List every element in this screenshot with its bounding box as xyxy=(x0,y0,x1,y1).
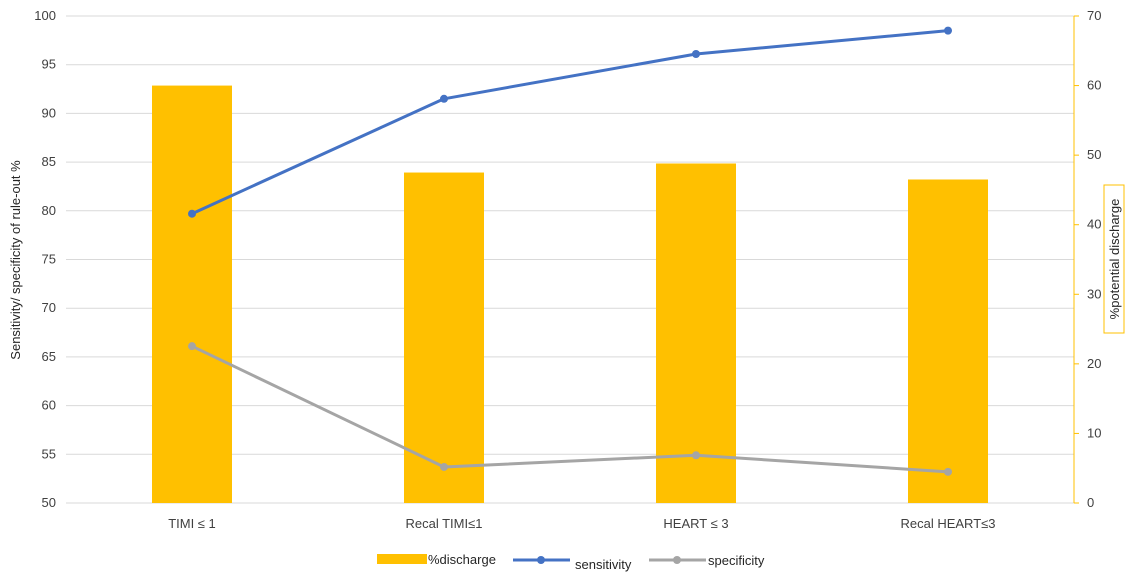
legend-item-discharge: %discharge xyxy=(377,552,496,567)
right-tick-label: 30 xyxy=(1087,286,1101,301)
lines xyxy=(188,26,952,476)
x-axis-ticks: TIMI ≤ 1 Recal TIMI≤1 HEART ≤ 3 Recal HEART… xyxy=(168,516,995,531)
legend-marker-sensitivity xyxy=(537,556,545,564)
left-tick-label: 75 xyxy=(42,252,56,267)
sensitivity-point xyxy=(944,26,952,35)
right-tick-label: 20 xyxy=(1087,356,1101,371)
left-axis-ticks: 50 55 60 65 70 75 80 85 90 95 100 xyxy=(34,8,56,510)
left-tick-label: 80 xyxy=(42,203,56,218)
left-tick-label: 70 xyxy=(42,300,56,315)
bar-discharge xyxy=(656,163,736,503)
right-axis-title: %potential discharge xyxy=(1107,199,1122,320)
gridlines xyxy=(66,15,1074,504)
sensitivity-point xyxy=(440,94,448,103)
left-tick-label: 65 xyxy=(42,349,56,364)
left-tick-label: 55 xyxy=(42,446,56,461)
legend: %discharge sensitivity specificity xyxy=(377,552,765,572)
x-tick-label: Recal TIMI≤1 xyxy=(406,516,483,531)
legend-item-sensitivity: sensitivity xyxy=(513,556,632,572)
left-tick-label: 100 xyxy=(34,8,56,23)
right-tick-label: 70 xyxy=(1087,8,1101,23)
bars xyxy=(152,85,988,504)
x-tick-label: Recal HEART≤3 xyxy=(900,516,995,531)
left-tick-label: 60 xyxy=(42,398,56,413)
right-tick-label: 60 xyxy=(1087,78,1101,93)
specificity-point xyxy=(944,467,952,476)
specificity-point xyxy=(440,462,448,471)
legend-label-sensitivity: sensitivity xyxy=(575,557,632,572)
right-tick-label: 0 xyxy=(1087,495,1094,510)
specificity-point xyxy=(692,451,700,460)
left-axis-title: Sensitivity/ specificity of rule-out % xyxy=(8,160,23,360)
left-tick-label: 50 xyxy=(42,495,56,510)
specificity-point xyxy=(188,342,196,351)
sensitivity-point xyxy=(692,49,700,58)
left-tick-label: 90 xyxy=(42,105,56,120)
legend-marker-specificity xyxy=(673,556,681,564)
right-tick-label: 50 xyxy=(1087,147,1101,162)
bar-discharge xyxy=(908,179,988,503)
legend-swatch-discharge xyxy=(377,554,427,564)
left-tick-label: 85 xyxy=(42,154,56,169)
x-tick-label: HEART ≤ 3 xyxy=(663,516,728,531)
sensitivity-point xyxy=(188,209,196,218)
specificity-line xyxy=(191,344,949,474)
legend-item-specificity: specificity xyxy=(649,553,765,568)
legend-label-discharge: %discharge xyxy=(428,552,496,567)
left-tick-label: 95 xyxy=(42,57,56,72)
bar-discharge xyxy=(152,85,232,504)
legend-label-specificity: specificity xyxy=(708,553,765,568)
sensitivity-line xyxy=(191,29,949,216)
bar-discharge xyxy=(404,172,484,504)
right-axis: 0 10 20 30 40 50 60 70 xyxy=(1073,8,1101,510)
right-tick-label: 40 xyxy=(1087,217,1101,232)
right-axis-title-box: %potential discharge xyxy=(1103,184,1125,334)
right-tick-label: 10 xyxy=(1087,425,1101,440)
x-tick-label: TIMI ≤ 1 xyxy=(168,516,216,531)
